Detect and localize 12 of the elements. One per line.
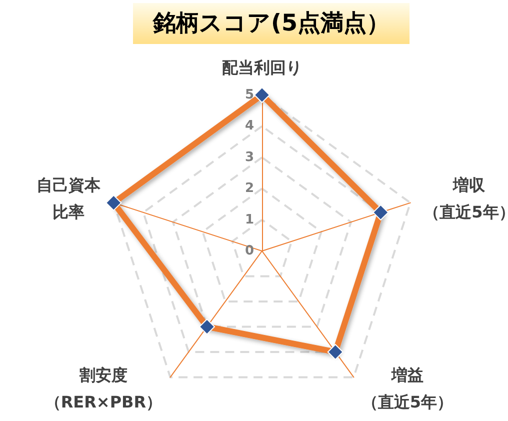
y-tick-label: 4: [244, 118, 254, 134]
y-tick-label: 5: [244, 88, 254, 102]
spoke-label: 自己資本比率: [36, 175, 102, 222]
y-tick-label: 0: [244, 244, 254, 258]
spoke-label: 増益（直近5年）: [362, 366, 454, 412]
chart-title: 銘柄スコア(5点満点）: [152, 10, 390, 36]
y-tick-label: 3: [244, 150, 254, 165]
spoke-label: 増収（直近5年）: [424, 175, 508, 222]
spoke-label: 割安度（RER×PBR）: [44, 366, 162, 412]
spoke-label: 配当利回り: [222, 58, 302, 77]
y-tick-label: 1: [244, 212, 254, 228]
y-tick-label: 2: [244, 181, 254, 196]
